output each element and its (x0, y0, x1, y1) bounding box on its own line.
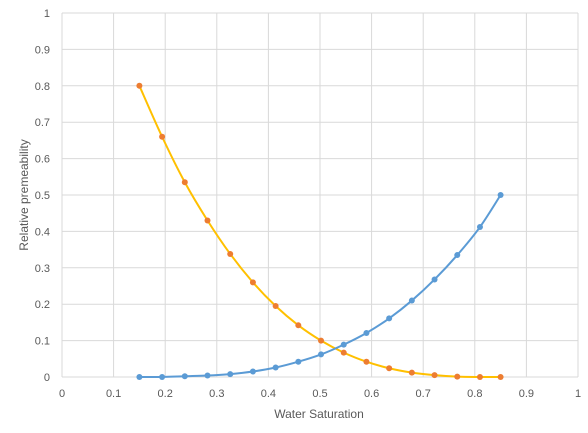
series-2-point (454, 252, 461, 259)
series-2-point (249, 368, 256, 375)
y-tick-label: 0.6 (35, 154, 50, 166)
x-tick-label: 0.2 (158, 388, 173, 400)
x-tick-label: 0 (59, 388, 65, 400)
x-tick-label: 0.3 (209, 388, 224, 400)
x-tick-label: 0.8 (467, 388, 482, 400)
x-axis-title: Water Saturation (274, 407, 364, 421)
series-1-point (249, 279, 256, 286)
x-tick-labels: 0 0.1 0.2 0.3 0.4 0.5 0.6 0.7 0.8 0.9 1 (59, 388, 581, 400)
x-tick-label: 0.5 (312, 388, 327, 400)
series-2-point (431, 276, 438, 283)
series-1-point (181, 179, 188, 186)
y-tick-label: 0.3 (35, 263, 50, 275)
series-2-point (340, 341, 347, 348)
series-1-point (159, 133, 166, 140)
series-1-point (454, 373, 461, 380)
y-tick-label: 0.1 (35, 336, 50, 348)
x-tick-label: 0.6 (364, 388, 379, 400)
series-2-point (386, 315, 393, 322)
x-tick-label: 0.1 (106, 388, 121, 400)
series-2-point (204, 372, 211, 379)
y-tick-label: 0 (44, 372, 50, 384)
y-tick-label: 0.5 (35, 190, 50, 202)
y-tick-label: 1 (44, 8, 50, 20)
x-tick-label: 0.7 (416, 388, 431, 400)
y-tick-label: 0.9 (35, 44, 50, 56)
series-1 (136, 82, 504, 380)
series-2-point (408, 297, 415, 304)
x-tick-label: 0.4 (261, 388, 276, 400)
series-1-point (476, 374, 483, 380)
series-1-point (295, 322, 302, 329)
series-2-point (159, 374, 166, 380)
series-2-point (181, 373, 188, 380)
series-1-point (340, 349, 347, 356)
series-1-point (136, 82, 143, 89)
series-1-point (272, 303, 279, 310)
series-2-point (272, 364, 279, 371)
series-1-point (431, 372, 438, 379)
series-2-point (497, 192, 504, 198)
y-tick-label: 0.7 (35, 117, 50, 129)
series-1-point (497, 374, 504, 380)
series-1-point (408, 369, 415, 376)
series-layer (136, 82, 504, 380)
y-tick-label: 0.8 (35, 81, 50, 93)
series-1-point (204, 217, 211, 224)
series-2-point (476, 224, 483, 231)
y-axis-title: Relative premeability (17, 139, 31, 250)
series-1-point (363, 358, 370, 365)
series-2-point (136, 374, 143, 380)
x-tick-label: 0.9 (519, 388, 534, 400)
series-1-point (318, 337, 325, 344)
x-tick-label: 1 (575, 388, 581, 400)
series-2-point (227, 371, 234, 378)
y-tick-label: 0.4 (35, 226, 50, 238)
y-tick-label: 0.2 (35, 299, 50, 311)
series-1-point (227, 250, 234, 257)
series-1-point (386, 365, 393, 372)
series-2-point (318, 351, 325, 358)
y-tick-labels: 0 0.1 0.2 0.3 0.4 0.5 0.6 0.7 0.8 0.9 1 (35, 8, 50, 384)
series-2-point (363, 329, 370, 336)
series-2 (136, 192, 504, 380)
series-2-point (295, 358, 302, 365)
